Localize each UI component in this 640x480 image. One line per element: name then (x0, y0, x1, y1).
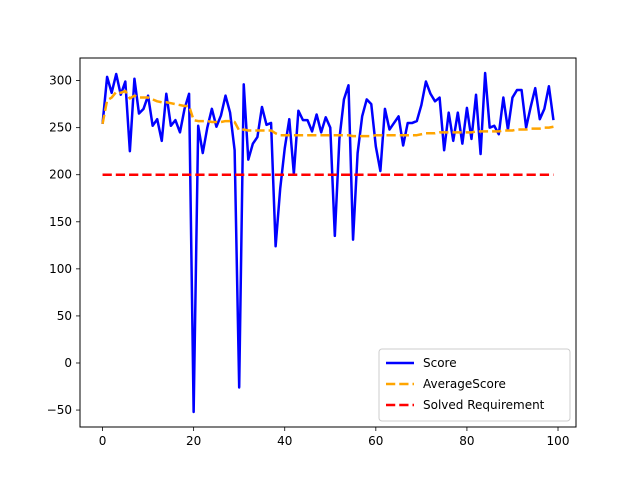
y-tick-label: 50 (57, 309, 72, 323)
y-tick-label: 100 (49, 262, 72, 276)
legend-box (378, 348, 571, 422)
y-tick-label: 150 (49, 215, 72, 229)
legend-label-score: Score (423, 356, 457, 370)
series-line-averagescore (101, 89, 554, 138)
y-tick-label: −50 (47, 403, 72, 417)
x-tick-label: 0 (99, 434, 107, 448)
series-layer (101, 71, 555, 414)
legend-label-solved-requirement: Solved Requirement (423, 398, 545, 412)
y-axis: −50 0 50 100 150 200 250 300 (47, 74, 80, 417)
plot-frame (79, 57, 577, 428)
y-tick-label: 300 (49, 74, 72, 88)
x-tick-label: 40 (277, 434, 292, 448)
x-tick-label: 60 (368, 434, 383, 448)
series-line-score (101, 71, 555, 414)
legend-label-averagescore: AverageScore (423, 377, 506, 391)
y-tick-label: 250 (49, 121, 72, 135)
y-tick-label: 0 (64, 356, 72, 370)
x-tick-label: 80 (459, 434, 474, 448)
x-tick-label: 20 (186, 434, 201, 448)
x-tick-label: 100 (547, 434, 570, 448)
y-tick-label: 200 (49, 168, 72, 182)
legend: Score AverageScore Solved Requirement (378, 348, 571, 422)
x-axis: 0 20 40 60 80 100 (99, 427, 570, 448)
